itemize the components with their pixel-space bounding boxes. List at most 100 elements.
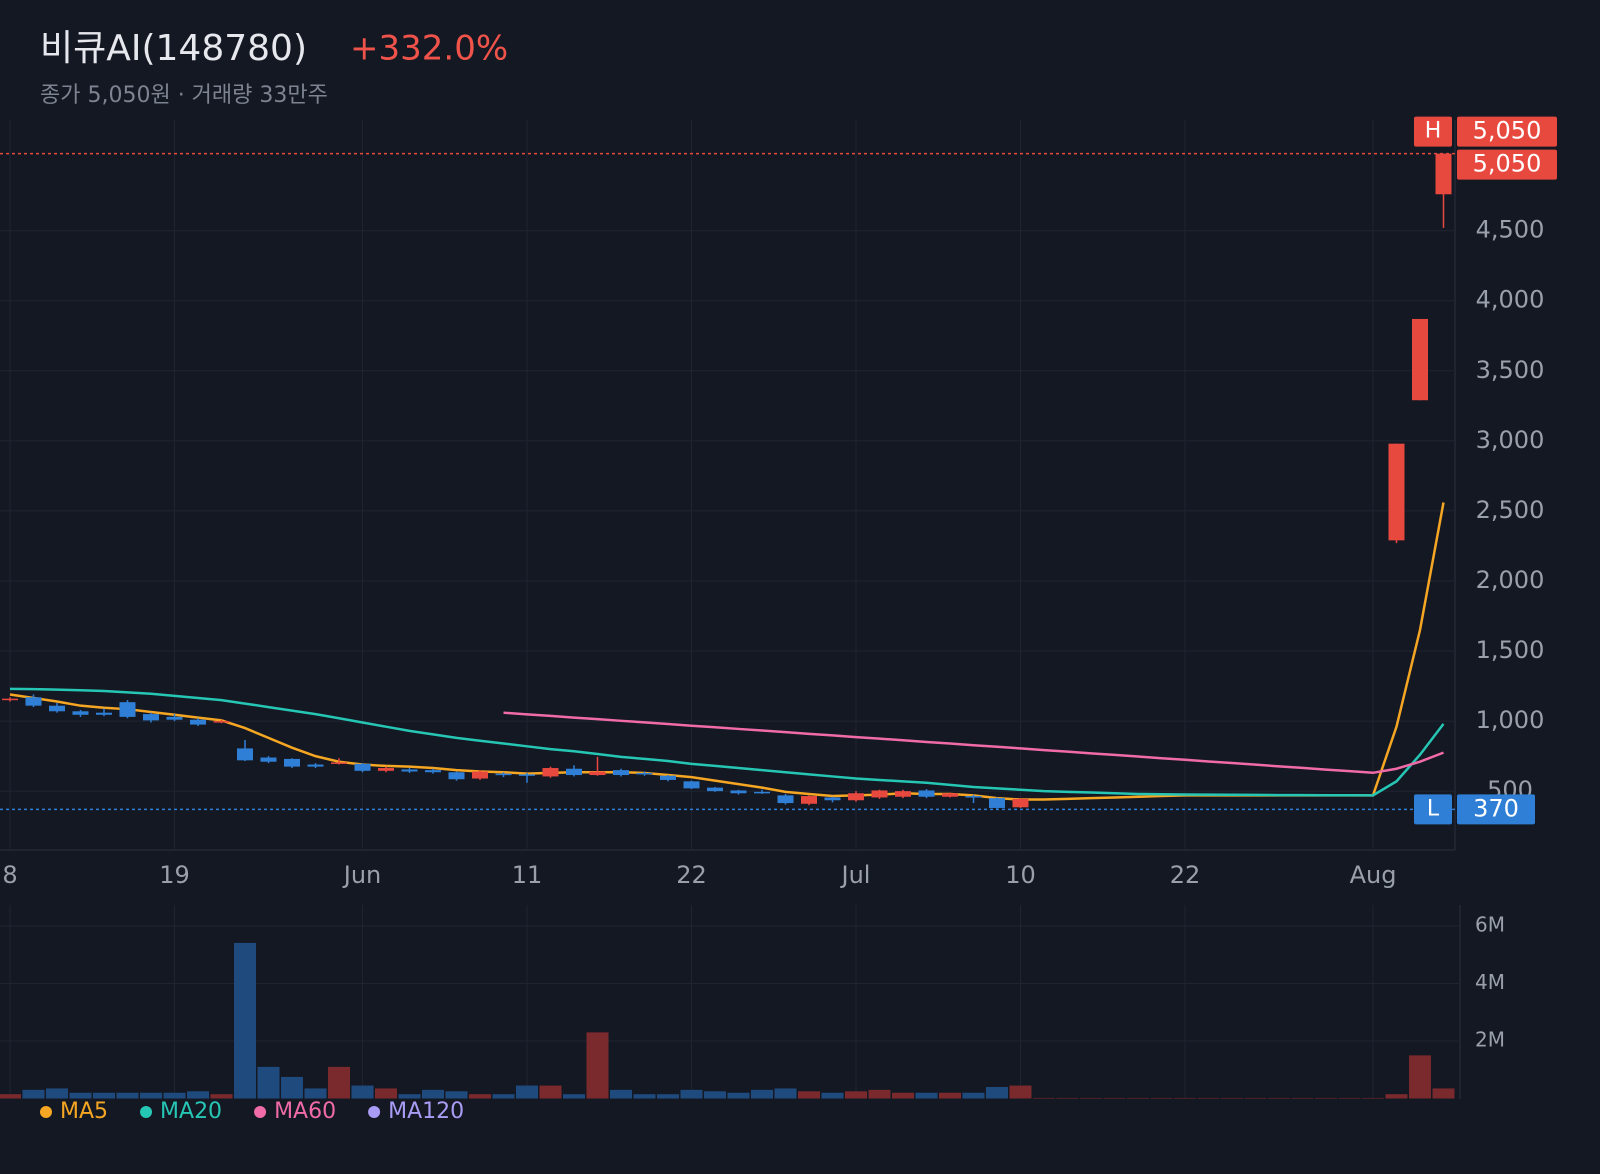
- volume-bar: [1127, 1097, 1149, 1099]
- volume-bar: [492, 1094, 515, 1099]
- volume-bar: [516, 1085, 538, 1099]
- volume-bar: [163, 1092, 186, 1099]
- y-tick-label: 3,500: [1476, 356, 1545, 384]
- candle-body: [519, 774, 535, 776]
- candle-body: [542, 768, 559, 777]
- y-tick-label: 2,000: [1476, 566, 1545, 594]
- ma-line: [9, 687, 1445, 797]
- marker-value: 5,050: [1473, 117, 1542, 145]
- candle-body: [636, 772, 653, 775]
- candle-body: [965, 796, 982, 798]
- y-tick-label: 2,500: [1476, 496, 1545, 524]
- volume-bar: [1432, 1088, 1455, 1099]
- volume-bar: [257, 1066, 280, 1099]
- candle-body: [401, 769, 418, 772]
- candle-body: [848, 793, 864, 801]
- marker-label: L: [1427, 796, 1440, 821]
- candle-body: [260, 757, 277, 762]
- y-tick-label: 1,000: [1476, 706, 1545, 734]
- x-tick-label: 10: [1005, 861, 1036, 889]
- volume-bar: [1150, 1097, 1173, 1099]
- volume-bar: [539, 1085, 562, 1099]
- volume-bar: [351, 1085, 374, 1099]
- volume-bar: [962, 1092, 985, 1099]
- volume-bar: [1197, 1097, 1220, 1099]
- volume-bar: [1174, 1097, 1196, 1099]
- x-tick-label: 11: [512, 861, 543, 889]
- volume-bar: [774, 1088, 797, 1099]
- candle-body: [683, 781, 700, 789]
- candle-body: [237, 748, 253, 761]
- volume-bar: [140, 1092, 162, 1099]
- y-tick-label: 3,000: [1476, 426, 1545, 454]
- volume-bar: [680, 1089, 703, 1099]
- marker-badge: [1414, 116, 1452, 147]
- volume-tick-label: 6M: [1475, 912, 1505, 936]
- y-tick-label: 1,500: [1476, 636, 1545, 664]
- x-tick-label: Jul: [840, 861, 871, 889]
- x-tick-label: Jun: [342, 861, 382, 889]
- candle-body: [1412, 318, 1428, 401]
- volume-bar: [304, 1088, 327, 1099]
- volume-bar: [892, 1092, 914, 1099]
- marker-label: H: [1425, 119, 1442, 144]
- candle-body: [801, 796, 817, 804]
- candle-body: [566, 768, 582, 776]
- volume-bar: [422, 1089, 444, 1099]
- volume-bar: [1033, 1097, 1055, 1099]
- x-tick-label: Aug: [1350, 861, 1397, 889]
- legend-dot: [254, 1106, 267, 1118]
- candle-body: [143, 714, 159, 721]
- volume-tick-label: 4M: [1475, 970, 1505, 994]
- volume-bar: [1291, 1097, 1314, 1099]
- volume-bar: [1244, 1097, 1267, 1099]
- legend-dot: [368, 1106, 381, 1118]
- candle-body: [495, 773, 512, 776]
- marker-badge: [1414, 794, 1452, 825]
- candle-body: [895, 791, 911, 797]
- volume-bar: [1409, 1055, 1431, 1099]
- candle-body: [25, 697, 42, 706]
- volume-bar: [93, 1092, 115, 1099]
- volume-bar: [469, 1094, 491, 1099]
- volume-bar: [915, 1092, 938, 1099]
- candle-body: [824, 797, 841, 801]
- volume-bar: [1385, 1094, 1408, 1099]
- y-tick-label: 4,500: [1476, 216, 1545, 244]
- volume-bar: [727, 1092, 750, 1099]
- candle-body: [1012, 798, 1029, 808]
- y-tick-label: 4,000: [1476, 286, 1545, 314]
- candle-body: [707, 787, 723, 792]
- legend-dot: [40, 1106, 52, 1118]
- subtitle: 종가 5,050원 · 거래량 33만주: [40, 83, 328, 108]
- candle-body: [354, 763, 371, 771]
- legend-label: MA60: [274, 1099, 336, 1124]
- candle-body: [166, 716, 183, 720]
- volume-bar: [939, 1092, 961, 1099]
- candle-body: [96, 712, 112, 715]
- volume-bar: [610, 1089, 632, 1099]
- legend-label: MA5: [60, 1099, 108, 1124]
- candle-body: [613, 770, 629, 776]
- last-price-badge: [1457, 149, 1557, 180]
- legend-label: MA20: [160, 1099, 222, 1124]
- candle-body: [989, 798, 1005, 808]
- candle-body: [472, 771, 488, 779]
- candle-body: [1435, 153, 1452, 195]
- x-tick-label: 8: [2, 861, 17, 889]
- volume-bar: [657, 1094, 679, 1099]
- candle-body: [754, 791, 770, 794]
- volume-bar: [1362, 1097, 1384, 1099]
- legend-dot: [140, 1106, 153, 1118]
- last-price-label: 5,050: [1473, 150, 1542, 178]
- volume-bar: [986, 1086, 1008, 1099]
- candle-body: [942, 793, 958, 797]
- volume-bar: [845, 1091, 867, 1099]
- volume-bar: [1056, 1097, 1079, 1099]
- volume-bar: [375, 1088, 397, 1099]
- candle-body: [2, 698, 18, 701]
- volume-bar: [234, 942, 256, 1099]
- volume-bar: [116, 1092, 139, 1099]
